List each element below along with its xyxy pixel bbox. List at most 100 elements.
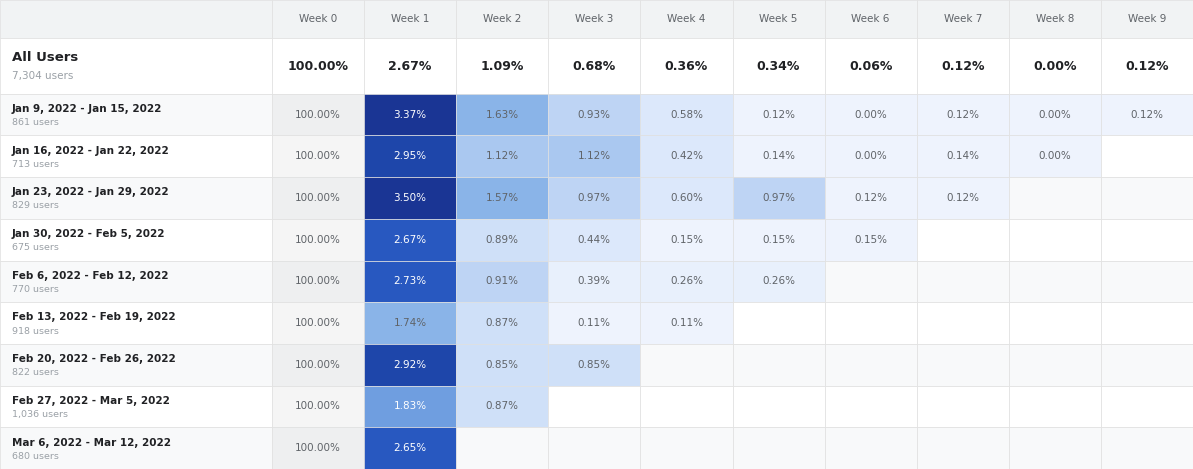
Bar <box>364 261 456 302</box>
Bar <box>272 136 364 177</box>
Text: Week 5: Week 5 <box>760 14 798 24</box>
Bar <box>641 177 733 219</box>
Text: 0.12%: 0.12% <box>946 193 979 203</box>
Bar <box>549 302 641 344</box>
Text: 0.15%: 0.15% <box>670 234 703 245</box>
Text: Feb 13, 2022 - Feb 19, 2022: Feb 13, 2022 - Feb 19, 2022 <box>12 312 175 323</box>
Text: 100.00%: 100.00% <box>295 234 341 245</box>
Bar <box>272 219 364 261</box>
Text: 0.93%: 0.93% <box>577 110 611 120</box>
Text: Week 8: Week 8 <box>1036 14 1074 24</box>
Bar <box>456 427 549 469</box>
Bar <box>549 0 641 38</box>
Bar <box>824 302 916 344</box>
Text: Jan 30, 2022 - Feb 5, 2022: Jan 30, 2022 - Feb 5, 2022 <box>12 229 166 239</box>
Text: 2.67%: 2.67% <box>389 60 432 73</box>
Text: 0.15%: 0.15% <box>854 234 888 245</box>
Bar <box>456 302 549 344</box>
Bar <box>641 427 733 469</box>
Text: 1.12%: 1.12% <box>486 151 519 161</box>
Text: 861 users: 861 users <box>12 118 58 127</box>
Bar <box>549 38 641 94</box>
Bar <box>456 94 549 136</box>
Bar <box>456 386 549 427</box>
Bar <box>733 0 824 38</box>
Text: 0.26%: 0.26% <box>670 276 703 287</box>
Bar <box>733 219 824 261</box>
Bar <box>916 344 1009 386</box>
Text: Week 6: Week 6 <box>852 14 890 24</box>
Bar <box>0 94 272 136</box>
Text: 0.12%: 0.12% <box>946 110 979 120</box>
Bar <box>1009 136 1101 177</box>
Text: 100.00%: 100.00% <box>295 401 341 411</box>
Text: 1.83%: 1.83% <box>394 401 427 411</box>
Text: 0.12%: 0.12% <box>941 60 984 73</box>
Bar <box>272 344 364 386</box>
Bar <box>549 177 641 219</box>
Text: 0.85%: 0.85% <box>486 360 519 370</box>
Bar <box>733 386 824 427</box>
Text: 0.44%: 0.44% <box>577 234 611 245</box>
Bar <box>0 261 272 302</box>
Bar <box>549 386 641 427</box>
Bar <box>364 0 456 38</box>
Text: 100.00%: 100.00% <box>295 193 341 203</box>
Bar <box>456 219 549 261</box>
Text: Week 9: Week 9 <box>1127 14 1166 24</box>
Bar <box>916 386 1009 427</box>
Text: 1,036 users: 1,036 users <box>12 410 68 419</box>
Bar <box>549 344 641 386</box>
Text: 0.15%: 0.15% <box>762 234 795 245</box>
Bar <box>364 177 456 219</box>
Text: 2.73%: 2.73% <box>394 276 427 287</box>
Bar <box>733 94 824 136</box>
Bar <box>1101 177 1193 219</box>
Text: Week 0: Week 0 <box>299 14 338 24</box>
Text: Feb 6, 2022 - Feb 12, 2022: Feb 6, 2022 - Feb 12, 2022 <box>12 271 168 281</box>
Text: 7,304 users: 7,304 users <box>12 71 73 82</box>
Text: 0.14%: 0.14% <box>946 151 979 161</box>
Bar <box>456 261 549 302</box>
Text: 100.00%: 100.00% <box>295 110 341 120</box>
Text: 918 users: 918 users <box>12 326 58 335</box>
Text: 0.11%: 0.11% <box>577 318 611 328</box>
Text: 1.12%: 1.12% <box>577 151 611 161</box>
Text: 1.63%: 1.63% <box>486 110 519 120</box>
Text: 100.00%: 100.00% <box>295 276 341 287</box>
Bar <box>916 136 1009 177</box>
Bar <box>1101 0 1193 38</box>
Text: Feb 20, 2022 - Feb 26, 2022: Feb 20, 2022 - Feb 26, 2022 <box>12 354 175 364</box>
Text: 675 users: 675 users <box>12 243 58 252</box>
Bar <box>1009 0 1101 38</box>
Text: 0.89%: 0.89% <box>486 234 519 245</box>
Text: 680 users: 680 users <box>12 452 58 461</box>
Bar <box>641 0 733 38</box>
Text: 2.65%: 2.65% <box>394 443 427 453</box>
Bar <box>1009 386 1101 427</box>
Bar <box>641 386 733 427</box>
Bar <box>364 344 456 386</box>
Text: 100.00%: 100.00% <box>295 151 341 161</box>
Text: 100.00%: 100.00% <box>295 318 341 328</box>
Text: Week 3: Week 3 <box>575 14 613 24</box>
Bar <box>733 38 824 94</box>
Bar <box>641 344 733 386</box>
Bar <box>824 427 916 469</box>
Bar <box>1009 38 1101 94</box>
Text: 0.00%: 0.00% <box>1033 60 1076 73</box>
Bar <box>641 219 733 261</box>
Bar <box>1101 427 1193 469</box>
Text: 0.12%: 0.12% <box>854 193 888 203</box>
Text: 0.68%: 0.68% <box>573 60 616 73</box>
Bar <box>916 177 1009 219</box>
Text: 0.14%: 0.14% <box>762 151 795 161</box>
Text: All Users: All Users <box>12 51 79 64</box>
Bar <box>733 427 824 469</box>
Bar <box>733 136 824 177</box>
Bar <box>1009 344 1101 386</box>
Text: 0.34%: 0.34% <box>756 60 801 73</box>
Bar <box>549 261 641 302</box>
Bar <box>1009 94 1101 136</box>
Text: 3.37%: 3.37% <box>394 110 427 120</box>
